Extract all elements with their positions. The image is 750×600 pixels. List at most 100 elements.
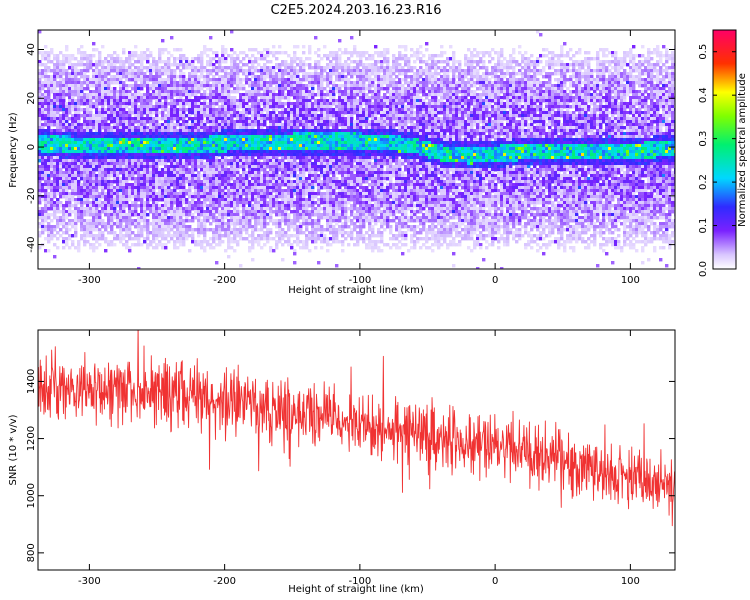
heatmap-cell	[236, 129, 240, 133]
heatmap-cell	[74, 108, 78, 112]
heatmap-cell	[89, 222, 93, 226]
heatmap-cell	[197, 69, 201, 73]
heatmap-cell	[131, 63, 135, 67]
heatmap-cell	[140, 78, 144, 82]
heatmap-cell	[290, 63, 294, 67]
heatmap-cell	[197, 138, 201, 142]
heatmap-cell	[242, 162, 246, 166]
heatmap-cell	[164, 222, 168, 226]
heatmap-cell	[239, 120, 243, 124]
heatmap-cell	[170, 78, 174, 82]
heatmap-cell	[143, 228, 147, 232]
heatmap-cell	[50, 219, 54, 223]
heatmap-cell	[179, 207, 183, 211]
heatmap-cell	[221, 159, 225, 163]
heatmap-cell	[290, 78, 294, 82]
heatmap-cell	[227, 201, 231, 205]
heatmap-cell	[227, 195, 231, 199]
heatmap-cell	[71, 144, 75, 148]
heatmap-cell	[149, 183, 153, 187]
heatmap-cell	[191, 120, 195, 124]
heatmap-cell	[41, 87, 45, 91]
heatmap-cell	[86, 114, 90, 118]
heatmap-cell	[203, 120, 207, 124]
heatmap-cell	[239, 219, 243, 223]
heatmap-cell	[176, 120, 180, 124]
heatmap-cell	[113, 60, 117, 64]
heatmap-cell	[131, 117, 135, 121]
heatmap-cell	[89, 186, 93, 190]
heatmap-cell	[212, 174, 216, 178]
heatmap-cell	[95, 150, 99, 154]
heatmap-cell	[101, 96, 105, 100]
heatmap-cell	[257, 57, 261, 61]
heatmap-cell	[164, 93, 168, 97]
heatmap-cell	[254, 84, 258, 88]
heatmap-cell	[89, 243, 93, 247]
heatmap-cell	[104, 171, 108, 175]
heatmap-cell	[260, 93, 264, 97]
heatmap-cell	[248, 159, 252, 163]
heatmap-cell	[206, 72, 210, 76]
heatmap-cell	[83, 120, 87, 124]
heatmap-cell	[293, 207, 297, 211]
heatmap-cell	[191, 234, 195, 238]
heatmap-cell	[275, 114, 279, 118]
heatmap-cell	[158, 192, 162, 196]
heatmap-cell	[128, 213, 132, 217]
heatmap-cell	[170, 123, 174, 127]
heatmap-cell	[233, 171, 237, 175]
heatmap-cell	[281, 168, 285, 172]
heatmap-cell	[47, 66, 51, 70]
heatmap-cell	[77, 177, 81, 181]
heatmap-cell	[152, 147, 156, 151]
heatmap-cell	[248, 120, 252, 124]
heatmap-cell	[38, 111, 42, 115]
heatmap-cell	[128, 234, 132, 238]
heatmap-cell	[200, 123, 204, 127]
heatmap-cell	[113, 192, 117, 196]
heatmap-cell	[164, 81, 168, 85]
heatmap-cell	[251, 48, 255, 52]
heatmap-cell	[71, 96, 75, 100]
heatmap-cell	[164, 96, 168, 100]
heatmap-cell	[161, 117, 165, 121]
heatmap-cell	[86, 96, 90, 100]
heatmap-cell	[170, 147, 174, 151]
heatmap-cell	[266, 165, 270, 169]
heatmap-cell	[269, 219, 273, 223]
heatmap-cell	[212, 99, 216, 103]
heatmap-cell	[56, 60, 60, 64]
heatmap-cell	[134, 126, 138, 130]
heatmap-cell	[197, 120, 201, 124]
heatmap-cell	[131, 69, 135, 73]
heatmap-cell	[107, 162, 111, 166]
heatmap-cell	[134, 237, 138, 241]
heatmap-cell	[200, 150, 204, 154]
heatmap-cell	[41, 135, 45, 139]
heatmap-cell	[104, 240, 108, 244]
heatmap-cell	[38, 78, 42, 82]
heatmap-cell	[233, 195, 237, 199]
heatmap-cell	[119, 171, 123, 175]
heatmap-cell	[230, 168, 234, 172]
heatmap-cell	[272, 75, 276, 79]
heatmap-cell	[185, 132, 189, 136]
heatmap-cell	[92, 186, 96, 190]
heatmap-cell	[179, 138, 183, 142]
heatmap-cell	[116, 180, 120, 184]
heatmap-cell	[98, 234, 102, 238]
heatmap-cell	[71, 219, 75, 223]
heatmap-cell	[170, 165, 174, 169]
heatmap-cell	[71, 72, 75, 76]
heatmap-cell	[71, 114, 75, 118]
heatmap-cell	[221, 84, 225, 88]
heatmap-cell	[212, 147, 216, 151]
heatmap-cell	[251, 189, 255, 193]
heatmap-cell	[260, 216, 264, 220]
heatmap-cell	[191, 66, 195, 70]
heatmap-cell	[188, 123, 192, 127]
heatmap-cell	[143, 210, 147, 214]
heatmap-cell	[89, 144, 93, 148]
heatmap-cell	[116, 129, 120, 133]
